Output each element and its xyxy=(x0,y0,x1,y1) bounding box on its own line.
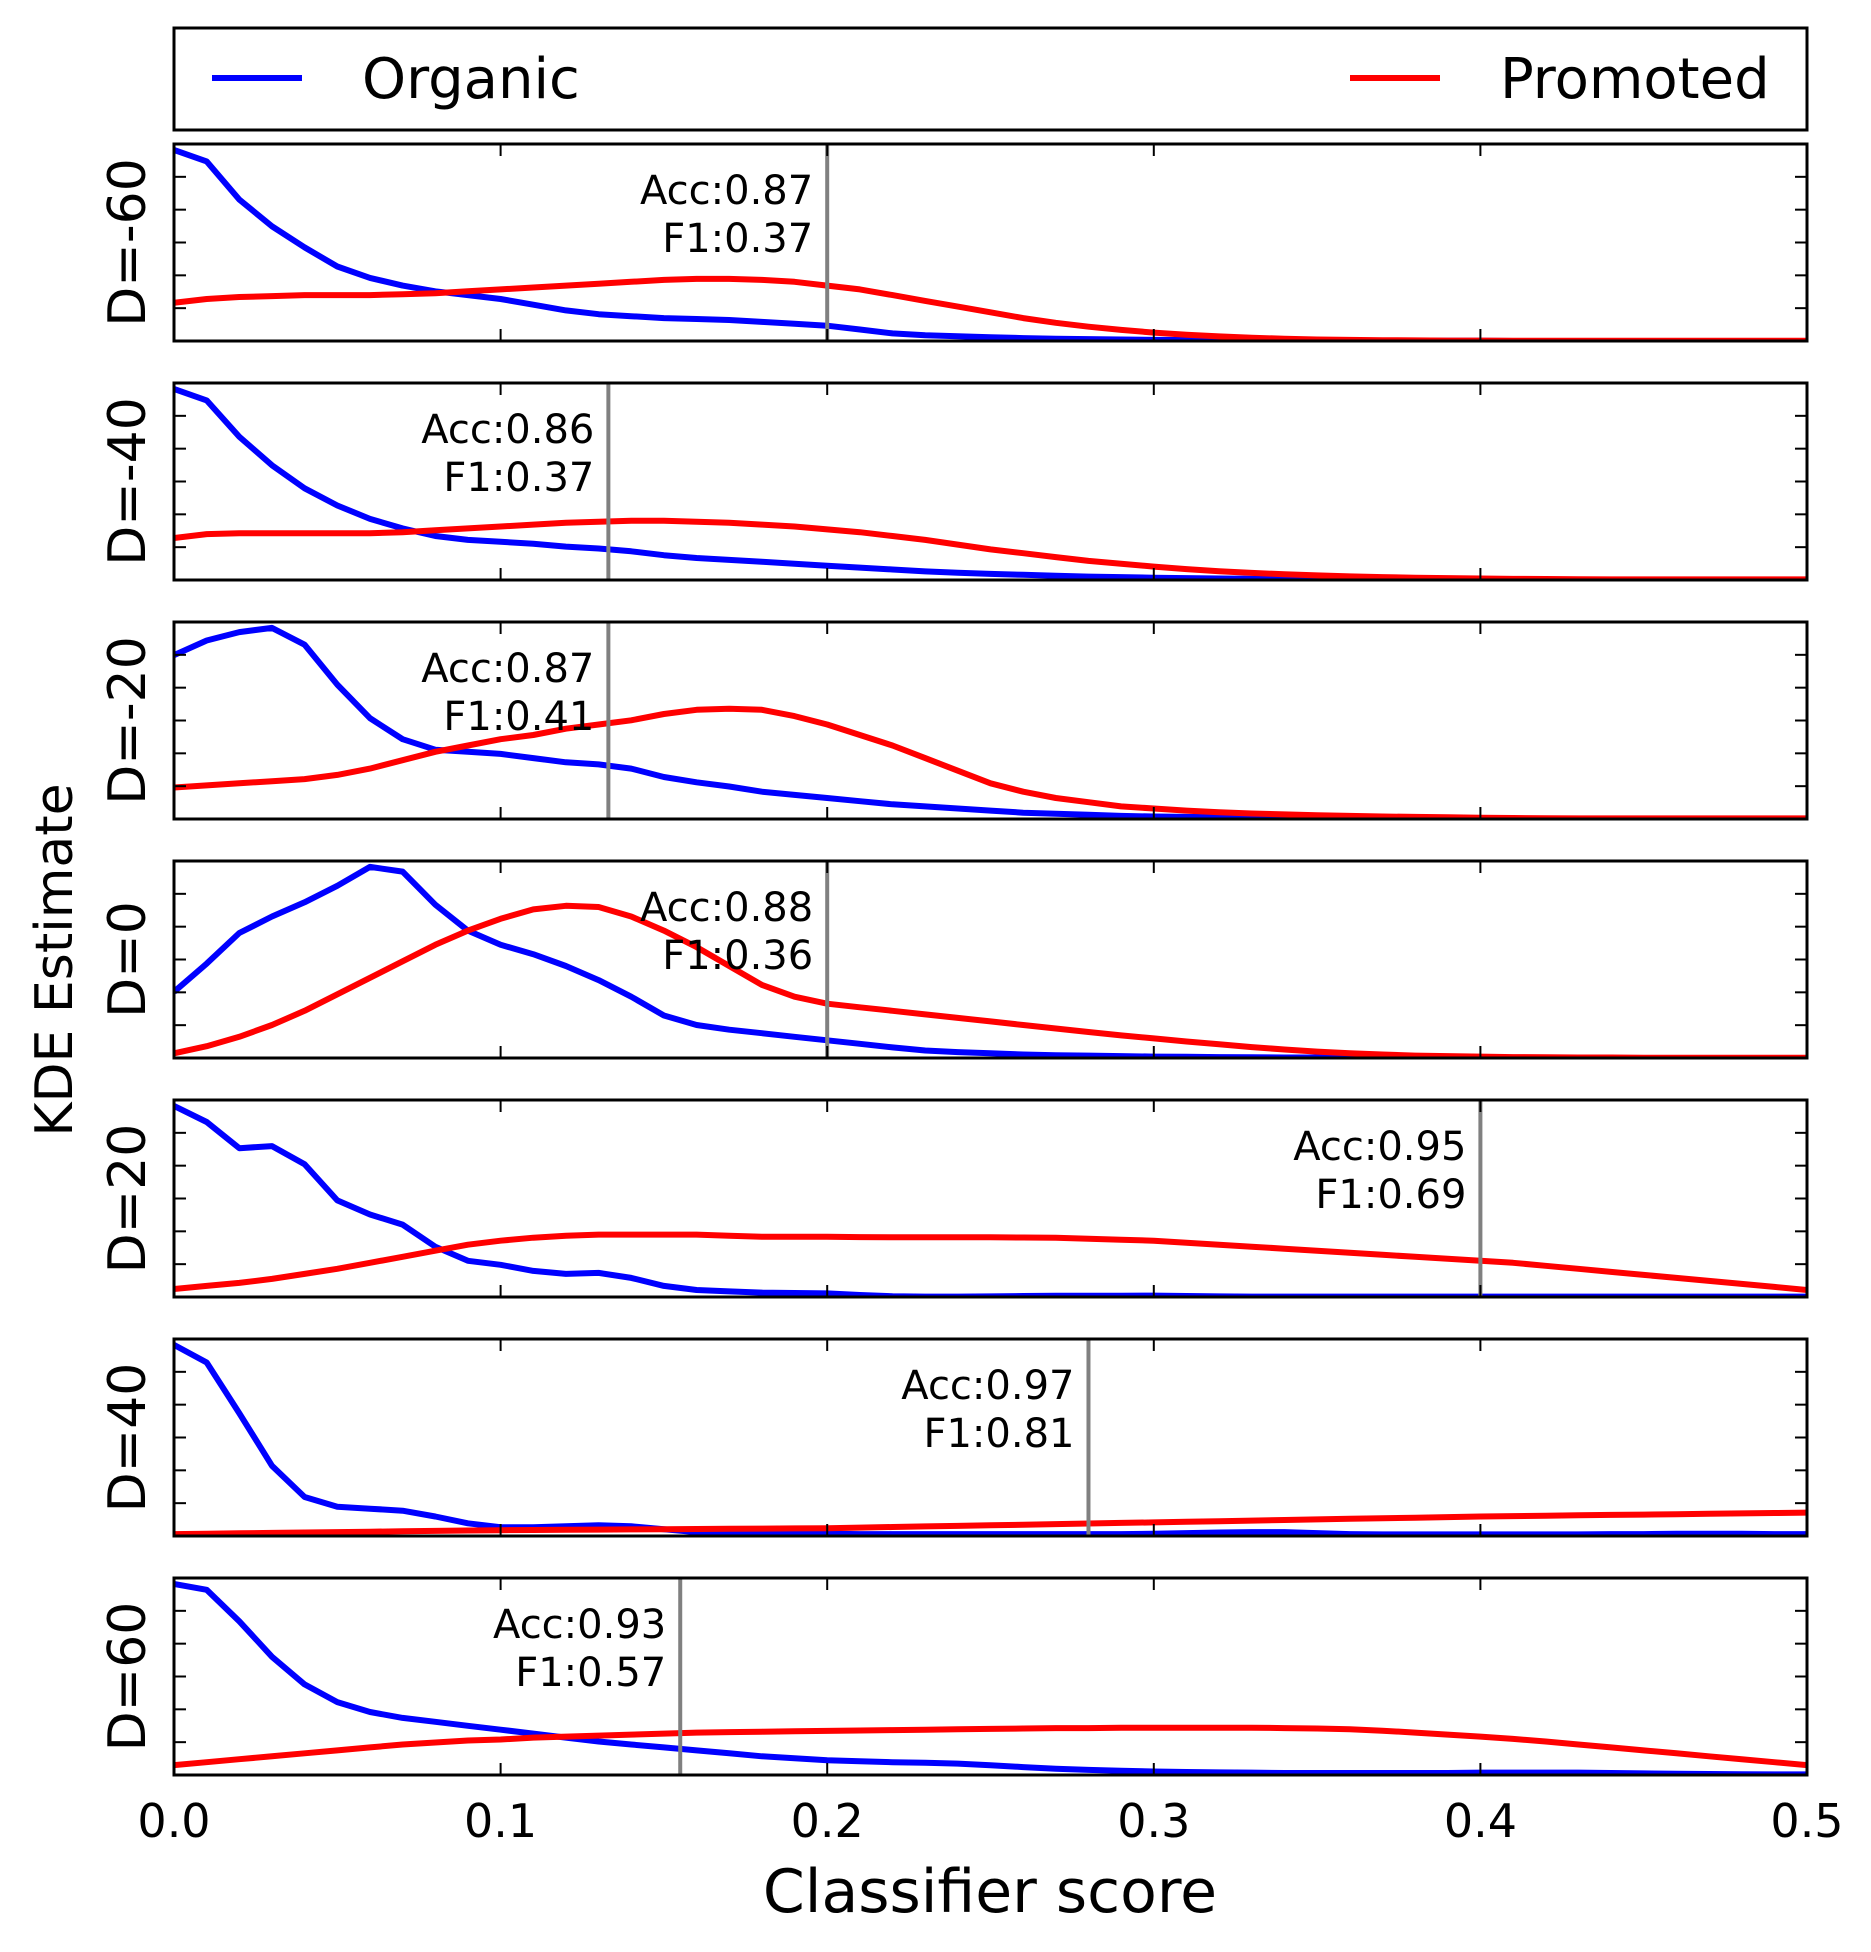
legend-organic-label: Organic xyxy=(362,47,580,112)
accuracy-annotation: Acc:0.87 xyxy=(640,168,813,214)
series-promoted-line xyxy=(174,1231,1807,1293)
panel-3-plot xyxy=(174,863,1807,1058)
x-tick-label: 0.2 xyxy=(791,1794,864,1848)
panel-label: D=-40 xyxy=(98,397,158,566)
series-promoted-line xyxy=(174,705,1807,819)
x-tick-label: 0.1 xyxy=(464,1794,537,1848)
panel-label: D=0 xyxy=(98,901,158,1018)
panel-label: D=20 xyxy=(98,1124,158,1274)
series-organic-line xyxy=(174,1580,1807,1775)
f1-annotation: F1:0.37 xyxy=(443,455,594,501)
legend: Organic Promoted xyxy=(172,26,1809,132)
x-tick-labels: 0.0 0.1 0.2 0.3 0.4 0.5 xyxy=(137,1794,1843,1848)
f1-annotation: F1:0.69 xyxy=(1315,1172,1466,1218)
legend-promoted-label: Promoted xyxy=(1500,47,1770,112)
legend-frame xyxy=(172,26,1809,132)
series-promoted-line xyxy=(174,902,1807,1058)
panel-label: D=60 xyxy=(98,1602,158,1752)
f1-annotation: F1:0.36 xyxy=(662,933,813,979)
series-organic-line xyxy=(174,624,1807,819)
f1-annotation: F1:0.81 xyxy=(923,1411,1074,1457)
panel-1-plot xyxy=(174,386,1807,580)
accuracy-annotation: Acc:0.97 xyxy=(901,1363,1074,1409)
series-promoted-line xyxy=(174,517,1807,580)
panel-4-plot xyxy=(174,1103,1807,1297)
series-organic-line xyxy=(174,863,1807,1058)
panels: Acc:0.87F1:0.37D=-60Acc:0.86F1:0.37D=-40… xyxy=(98,142,1809,1777)
accuracy-annotation: Acc:0.86 xyxy=(421,407,594,453)
x-tick-label: 0.4 xyxy=(1444,1794,1517,1848)
f1-annotation: F1:0.41 xyxy=(443,694,594,740)
panel-0-plot xyxy=(174,147,1807,341)
f1-annotation: F1:0.37 xyxy=(662,216,813,262)
accuracy-annotation: Acc:0.93 xyxy=(493,1602,666,1648)
x-tick-label: 0.0 xyxy=(137,1794,210,1848)
panel-5-plot xyxy=(174,1342,1807,1536)
panel-6-plot xyxy=(174,1580,1807,1775)
series-organic-line xyxy=(174,1342,1807,1536)
panel-label: D=-60 xyxy=(98,158,158,327)
panel-label: D=-20 xyxy=(98,636,158,805)
x-tick-label: 0.3 xyxy=(1117,1794,1190,1848)
x-tick-label: 0.5 xyxy=(1770,1794,1843,1848)
x-axis-title: Classifier score xyxy=(763,1857,1217,1927)
accuracy-annotation: Acc:0.87 xyxy=(421,646,594,692)
accuracy-annotation: Acc:0.88 xyxy=(640,885,813,931)
y-axis-title: KDE Estimate xyxy=(25,783,85,1136)
series-promoted-line xyxy=(174,1509,1807,1536)
f1-annotation: F1:0.57 xyxy=(515,1650,666,1696)
panel-2-plot xyxy=(174,624,1807,819)
panel-frame xyxy=(172,620,1809,821)
panel-label: D=40 xyxy=(98,1363,158,1513)
accuracy-annotation: Acc:0.95 xyxy=(1293,1124,1466,1170)
series-promoted-line xyxy=(174,1724,1807,1769)
